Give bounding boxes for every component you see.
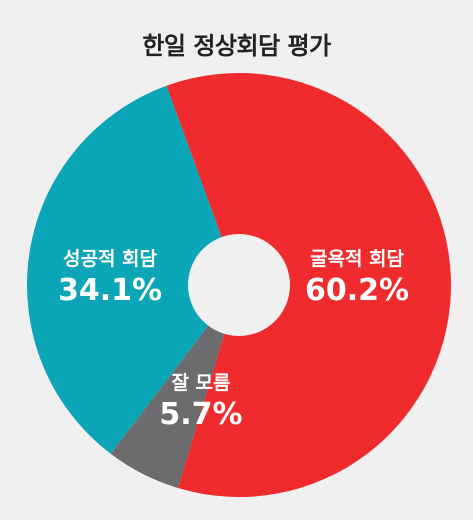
pie-slices bbox=[27, 73, 452, 498]
slice-value-humiliating: 60.2% bbox=[304, 272, 410, 308]
slice-label-humiliating: 굴욕적 회담 60.2% bbox=[305, 248, 409, 309]
pie-slice-unknown bbox=[110, 285, 240, 489]
chart-title: 한일 정상회담 평가 bbox=[142, 32, 331, 60]
slice-value-unknown: 5.7% bbox=[159, 396, 243, 432]
donut-hole bbox=[188, 234, 290, 336]
slice-name-humiliating: 굴욕적 회담 bbox=[309, 248, 405, 270]
slice-label-successful: 성공적 회담 34.1% bbox=[58, 248, 162, 309]
slice-name-successful: 성공적 회담 bbox=[62, 248, 158, 270]
pie-slice-humiliating bbox=[166, 73, 452, 498]
slice-name-unknown: 잘 모름 bbox=[171, 372, 231, 394]
slice-value-successful: 34.1% bbox=[57, 272, 163, 308]
slice-label-unknown: 잘 모름 5.7% bbox=[159, 372, 242, 433]
pie-slice-successful bbox=[27, 85, 240, 454]
